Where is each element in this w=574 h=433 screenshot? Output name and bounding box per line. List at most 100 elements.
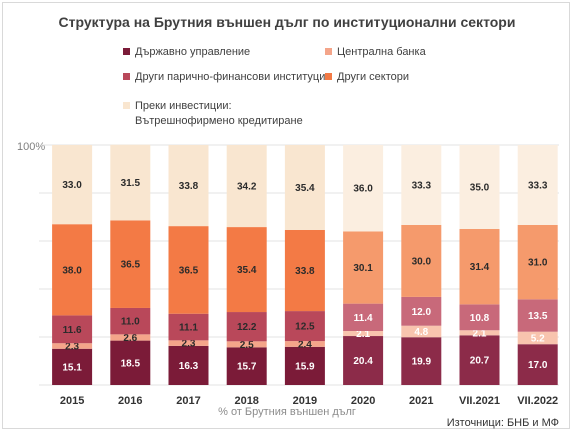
bar-segment-other-mfi bbox=[284, 311, 325, 342]
data-label-other-sectors: 35.4 bbox=[237, 265, 257, 276]
legend-item-other-sectors: Други сектори bbox=[325, 71, 409, 83]
bar-segment-government bbox=[52, 348, 93, 385]
data-label-fdi: 35.4 bbox=[295, 183, 315, 194]
source-note: Източници: БНБ и МФ bbox=[447, 417, 559, 429]
data-label-government: 16.3 bbox=[179, 361, 199, 372]
data-label-other-sectors: 31.4 bbox=[470, 262, 490, 273]
data-label-other-mfi: 11.0 bbox=[121, 317, 140, 328]
bar-segment-government bbox=[226, 347, 267, 385]
x-tick-label: 2021 bbox=[409, 395, 433, 407]
bar-segment-other-mfi bbox=[226, 312, 267, 342]
data-label-central-bank: 2.6 bbox=[123, 333, 137, 344]
bar-segment-fdi bbox=[459, 145, 500, 229]
bar-segment-government bbox=[401, 337, 442, 385]
data-label-government: 15.7 bbox=[237, 362, 257, 373]
x-tick-label: 2016 bbox=[118, 395, 142, 407]
bar-segment-other-sectors bbox=[168, 226, 209, 314]
legend-label-fdi-line2: Вътрешнофирмено кредитиране bbox=[135, 115, 303, 127]
data-label-other-sectors: 31.0 bbox=[528, 258, 548, 269]
legend-item-government: Държавно управление bbox=[123, 46, 250, 58]
data-label-government: 15.9 bbox=[295, 361, 315, 372]
bar-segment-central-bank bbox=[401, 325, 442, 338]
data-label-fdi: 33.8 bbox=[179, 181, 199, 192]
bar-segment-fdi bbox=[168, 145, 209, 227]
x-axis-label: % от Брутния външен дълг bbox=[218, 406, 356, 418]
data-label-other-mfi: 11.6 bbox=[63, 325, 82, 336]
data-label-government: 17.0 bbox=[528, 360, 548, 371]
data-label-other-mfi: 13.5 bbox=[528, 311, 548, 322]
bar-segment-other-sectors bbox=[459, 229, 500, 305]
bar-segment-other-mfi bbox=[459, 304, 500, 331]
bars: 15.1 2.3 11.6 38.0 33.0 18.5 2.6 11.0 36.5 31.5 16… bbox=[52, 144, 558, 385]
x-tick-label: 2018 bbox=[234, 395, 258, 407]
bar-segment-fdi bbox=[52, 145, 93, 225]
legend-label-other-mfi: Други парично-финансови институции bbox=[135, 71, 331, 83]
x-tick-label: 2020 bbox=[351, 395, 375, 407]
data-label-fdi: 35.0 bbox=[470, 183, 490, 194]
legend-label-central-bank: Централна банка bbox=[337, 46, 427, 58]
bar-segment-other-sectors bbox=[401, 224, 442, 297]
data-label-government: 20.7 bbox=[470, 356, 490, 367]
bar-segment-central-bank bbox=[168, 340, 209, 346]
data-label-central-bank: 2.3 bbox=[182, 339, 196, 350]
bar-segment-central-bank bbox=[517, 331, 558, 345]
data-label-other-mfi: 11.1 bbox=[179, 323, 198, 334]
data-label-other-mfi: 11.4 bbox=[354, 313, 373, 324]
chart: Структура на Брутния външен дълг по инст… bbox=[17, 14, 559, 429]
legend-swatch-other-mfi bbox=[123, 73, 130, 80]
bar-segment-government bbox=[459, 335, 500, 385]
bar-segment-government bbox=[168, 345, 209, 385]
bar-segment-other-sectors bbox=[226, 227, 267, 313]
x-tick-labels: 2015 2016 2017 2018 2019 2020 2021 VII.2021 VII.… bbox=[60, 395, 558, 407]
bar-segment-other-mfi bbox=[168, 313, 209, 341]
bar-segment-government bbox=[517, 344, 558, 385]
data-label-fdi: 33.3 bbox=[412, 180, 432, 191]
bar-segment-government bbox=[110, 340, 151, 385]
legend-swatch-central-bank bbox=[325, 48, 332, 55]
bar-stack-2018: 15.7 2.5 12.2 35.4 34.2 bbox=[226, 145, 267, 385]
bar-segment-fdi bbox=[284, 145, 325, 230]
bar-stack-2017: 16.3 2.3 11.1 36.5 33.8 bbox=[168, 145, 209, 385]
legend-swatch-other-sectors bbox=[325, 73, 332, 80]
y-tick-label-100: 100% bbox=[17, 141, 45, 153]
bar-segment-other-sectors bbox=[284, 229, 325, 312]
data-label-central-bank: 2.3 bbox=[65, 342, 79, 353]
bar-segment-other-sectors bbox=[343, 231, 384, 304]
data-label-other-mfi: 12.2 bbox=[237, 322, 257, 333]
data-label-central-bank: 2.5 bbox=[240, 340, 254, 351]
data-label-central-bank: 2.4 bbox=[298, 339, 312, 350]
data-label-fdi: 33.0 bbox=[62, 180, 82, 191]
bar-segment-other-mfi bbox=[517, 299, 558, 332]
bar-segment-central-bank bbox=[110, 334, 151, 341]
bar-segment-fdi bbox=[343, 145, 384, 232]
data-label-other-sectors: 30.0 bbox=[412, 256, 432, 267]
legend-swatch-government bbox=[123, 48, 130, 55]
bar-stack-2015: 15.1 2.3 11.6 38.0 33.0 bbox=[52, 145, 93, 385]
legend-item-central-bank: Централна банка bbox=[325, 46, 427, 58]
data-label-other-sectors: 30.1 bbox=[353, 263, 373, 274]
legend-item-fdi: Преки инвестиции: Вътрешнофирмено кредит… bbox=[123, 100, 303, 127]
data-label-central-bank: 2.1 bbox=[356, 329, 370, 340]
data-label-other-mfi: 10.8 bbox=[470, 313, 490, 324]
bar-segment-other-sectors bbox=[52, 224, 93, 316]
bar-segment-other-mfi bbox=[52, 315, 93, 344]
bar-stack-vii-2022: 17.0 5.2 13.5 31.0 33.3 bbox=[517, 145, 558, 385]
bar-stack-2021: 19.9 4.8 12.0 30.0 33.3 bbox=[401, 145, 442, 385]
bar-segment-central-bank bbox=[343, 331, 384, 337]
legend-label-other-sectors: Други сектори bbox=[337, 71, 409, 83]
data-label-other-sectors: 36.5 bbox=[121, 260, 141, 271]
bar-stack-2019: 15.9 2.4 12.5 33.8 35.4 bbox=[284, 145, 325, 385]
data-label-central-bank: 2.1 bbox=[473, 328, 487, 339]
data-label-government: 15.1 bbox=[62, 362, 82, 373]
data-label-other-mfi: 12.0 bbox=[412, 307, 432, 318]
x-tick-label: 2019 bbox=[293, 395, 317, 407]
legend: Държавно управление Централна банка Друг… bbox=[123, 46, 427, 127]
bar-segment-other-mfi bbox=[110, 307, 151, 335]
bar-segment-other-sectors bbox=[517, 224, 558, 300]
data-label-central-bank: 4.8 bbox=[414, 327, 428, 338]
bar-segment-central-bank bbox=[52, 343, 93, 349]
bar-segment-fdi bbox=[226, 145, 267, 228]
bar-stack-2020: 20.4 2.1 11.4 30.1 36.0 bbox=[343, 145, 384, 385]
bar-segment-other-mfi bbox=[401, 296, 442, 326]
data-label-fdi: 34.2 bbox=[237, 182, 257, 193]
